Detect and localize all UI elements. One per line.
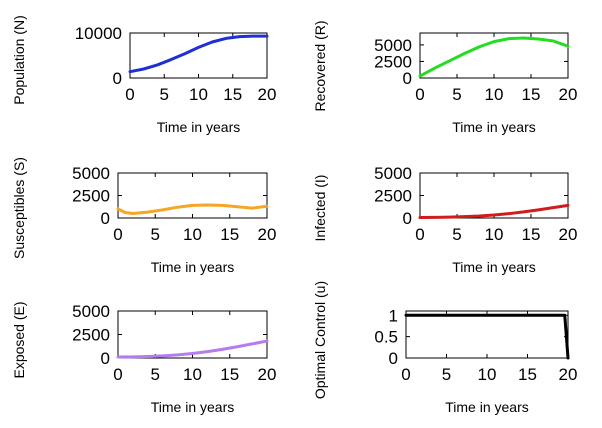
y-axis-label: Optimal Control (u) <box>312 281 328 399</box>
y-tick-label: 5000 <box>72 164 110 183</box>
plot-frame <box>117 310 268 359</box>
series-line-u <box>404 313 570 360</box>
x-tick-label: 10 <box>189 85 208 104</box>
x-tick-label: 0 <box>415 225 424 244</box>
x-tick-label: 5 <box>160 85 169 104</box>
plot-frame <box>405 310 569 359</box>
x-axis-label: Time in years <box>452 259 536 275</box>
y-tick-label: 0 <box>389 349 398 368</box>
y-tick-label: 0 <box>113 69 122 88</box>
x-tick-label: 15 <box>522 225 541 244</box>
y-tick-label: 5000 <box>374 36 412 55</box>
x-tick-label: 15 <box>220 365 239 384</box>
x-tick-label: 15 <box>518 365 537 384</box>
y-tick-label: 5000 <box>374 164 412 183</box>
y-tick-label: 10000 <box>75 24 122 43</box>
y-tick-label: 0 <box>101 349 110 368</box>
series-line-S <box>116 203 269 215</box>
y-tick-label: 2500 <box>72 187 110 206</box>
x-tick-label: 0 <box>125 85 134 104</box>
x-tick-label: 0 <box>415 85 424 104</box>
x-tick-label: 20 <box>258 85 277 104</box>
x-axis-label: Time in years <box>151 399 235 415</box>
plot-frame <box>419 172 569 219</box>
x-axis-label: Time in years <box>452 119 536 135</box>
x-axis-label: Time in years <box>445 399 529 415</box>
x-axis-label: Time in years <box>151 259 235 275</box>
y-axis-label: Exposed (E) <box>11 301 27 378</box>
y-tick-label: 2500 <box>72 326 110 345</box>
x-tick-label: 5 <box>151 365 160 384</box>
series-line-N <box>128 34 269 74</box>
x-tick-label: 10 <box>485 225 504 244</box>
x-tick-label: 15 <box>220 225 239 244</box>
y-tick-label: 0 <box>101 209 110 228</box>
y-tick-label: 0 <box>403 69 412 88</box>
x-tick-label: 10 <box>183 225 202 244</box>
y-axis-label: Recovered (R) <box>312 20 328 111</box>
x-tick-label: 0 <box>113 225 122 244</box>
panel-population: 0 5 10 15 20 0 10000 Time in years Population (N… <box>11 15 276 135</box>
x-tick-label: 0 <box>401 365 410 384</box>
x-tick-label: 5 <box>452 225 461 244</box>
x-tick-label: 20 <box>258 365 277 384</box>
x-tick-label: 10 <box>485 85 504 104</box>
x-tick-label: 20 <box>258 225 277 244</box>
x-tick-label: 20 <box>559 365 578 384</box>
x-tick-label: 5 <box>151 225 160 244</box>
y-tick-label: 0.5 <box>374 328 398 347</box>
y-tick-label: 1 <box>389 306 398 325</box>
x-tick-label: 15 <box>223 85 242 104</box>
plot-frame <box>129 32 268 79</box>
x-tick-label: 20 <box>559 225 578 244</box>
y-tick-label: 0 <box>403 209 412 228</box>
y-axis-label: Population (N) <box>11 15 27 105</box>
x-axis-label: Time in years <box>157 119 241 135</box>
series-line-R <box>418 36 570 78</box>
x-tick-label: 5 <box>452 85 461 104</box>
panel-exposed: 0 5 10 15 20 0 2500 5000 Time in years Exposed (E… <box>11 301 276 415</box>
plot-frame <box>117 172 268 219</box>
x-tick-label: 15 <box>522 85 541 104</box>
y-tick-label: 5000 <box>72 302 110 321</box>
y-tick-label: 2500 <box>374 52 412 71</box>
series-line-I <box>418 203 570 220</box>
y-axis-label: Infected (I) <box>312 175 328 242</box>
y-axis-label: Susceptibles (S) <box>11 157 27 259</box>
x-tick-label: 5 <box>442 365 451 384</box>
x-tick-label: 10 <box>478 365 497 384</box>
series-line-E <box>116 339 269 359</box>
y-tick-label: 2500 <box>374 187 412 206</box>
x-tick-label: 10 <box>183 365 202 384</box>
x-tick-label: 20 <box>559 85 578 104</box>
x-tick-label: 0 <box>113 365 122 384</box>
